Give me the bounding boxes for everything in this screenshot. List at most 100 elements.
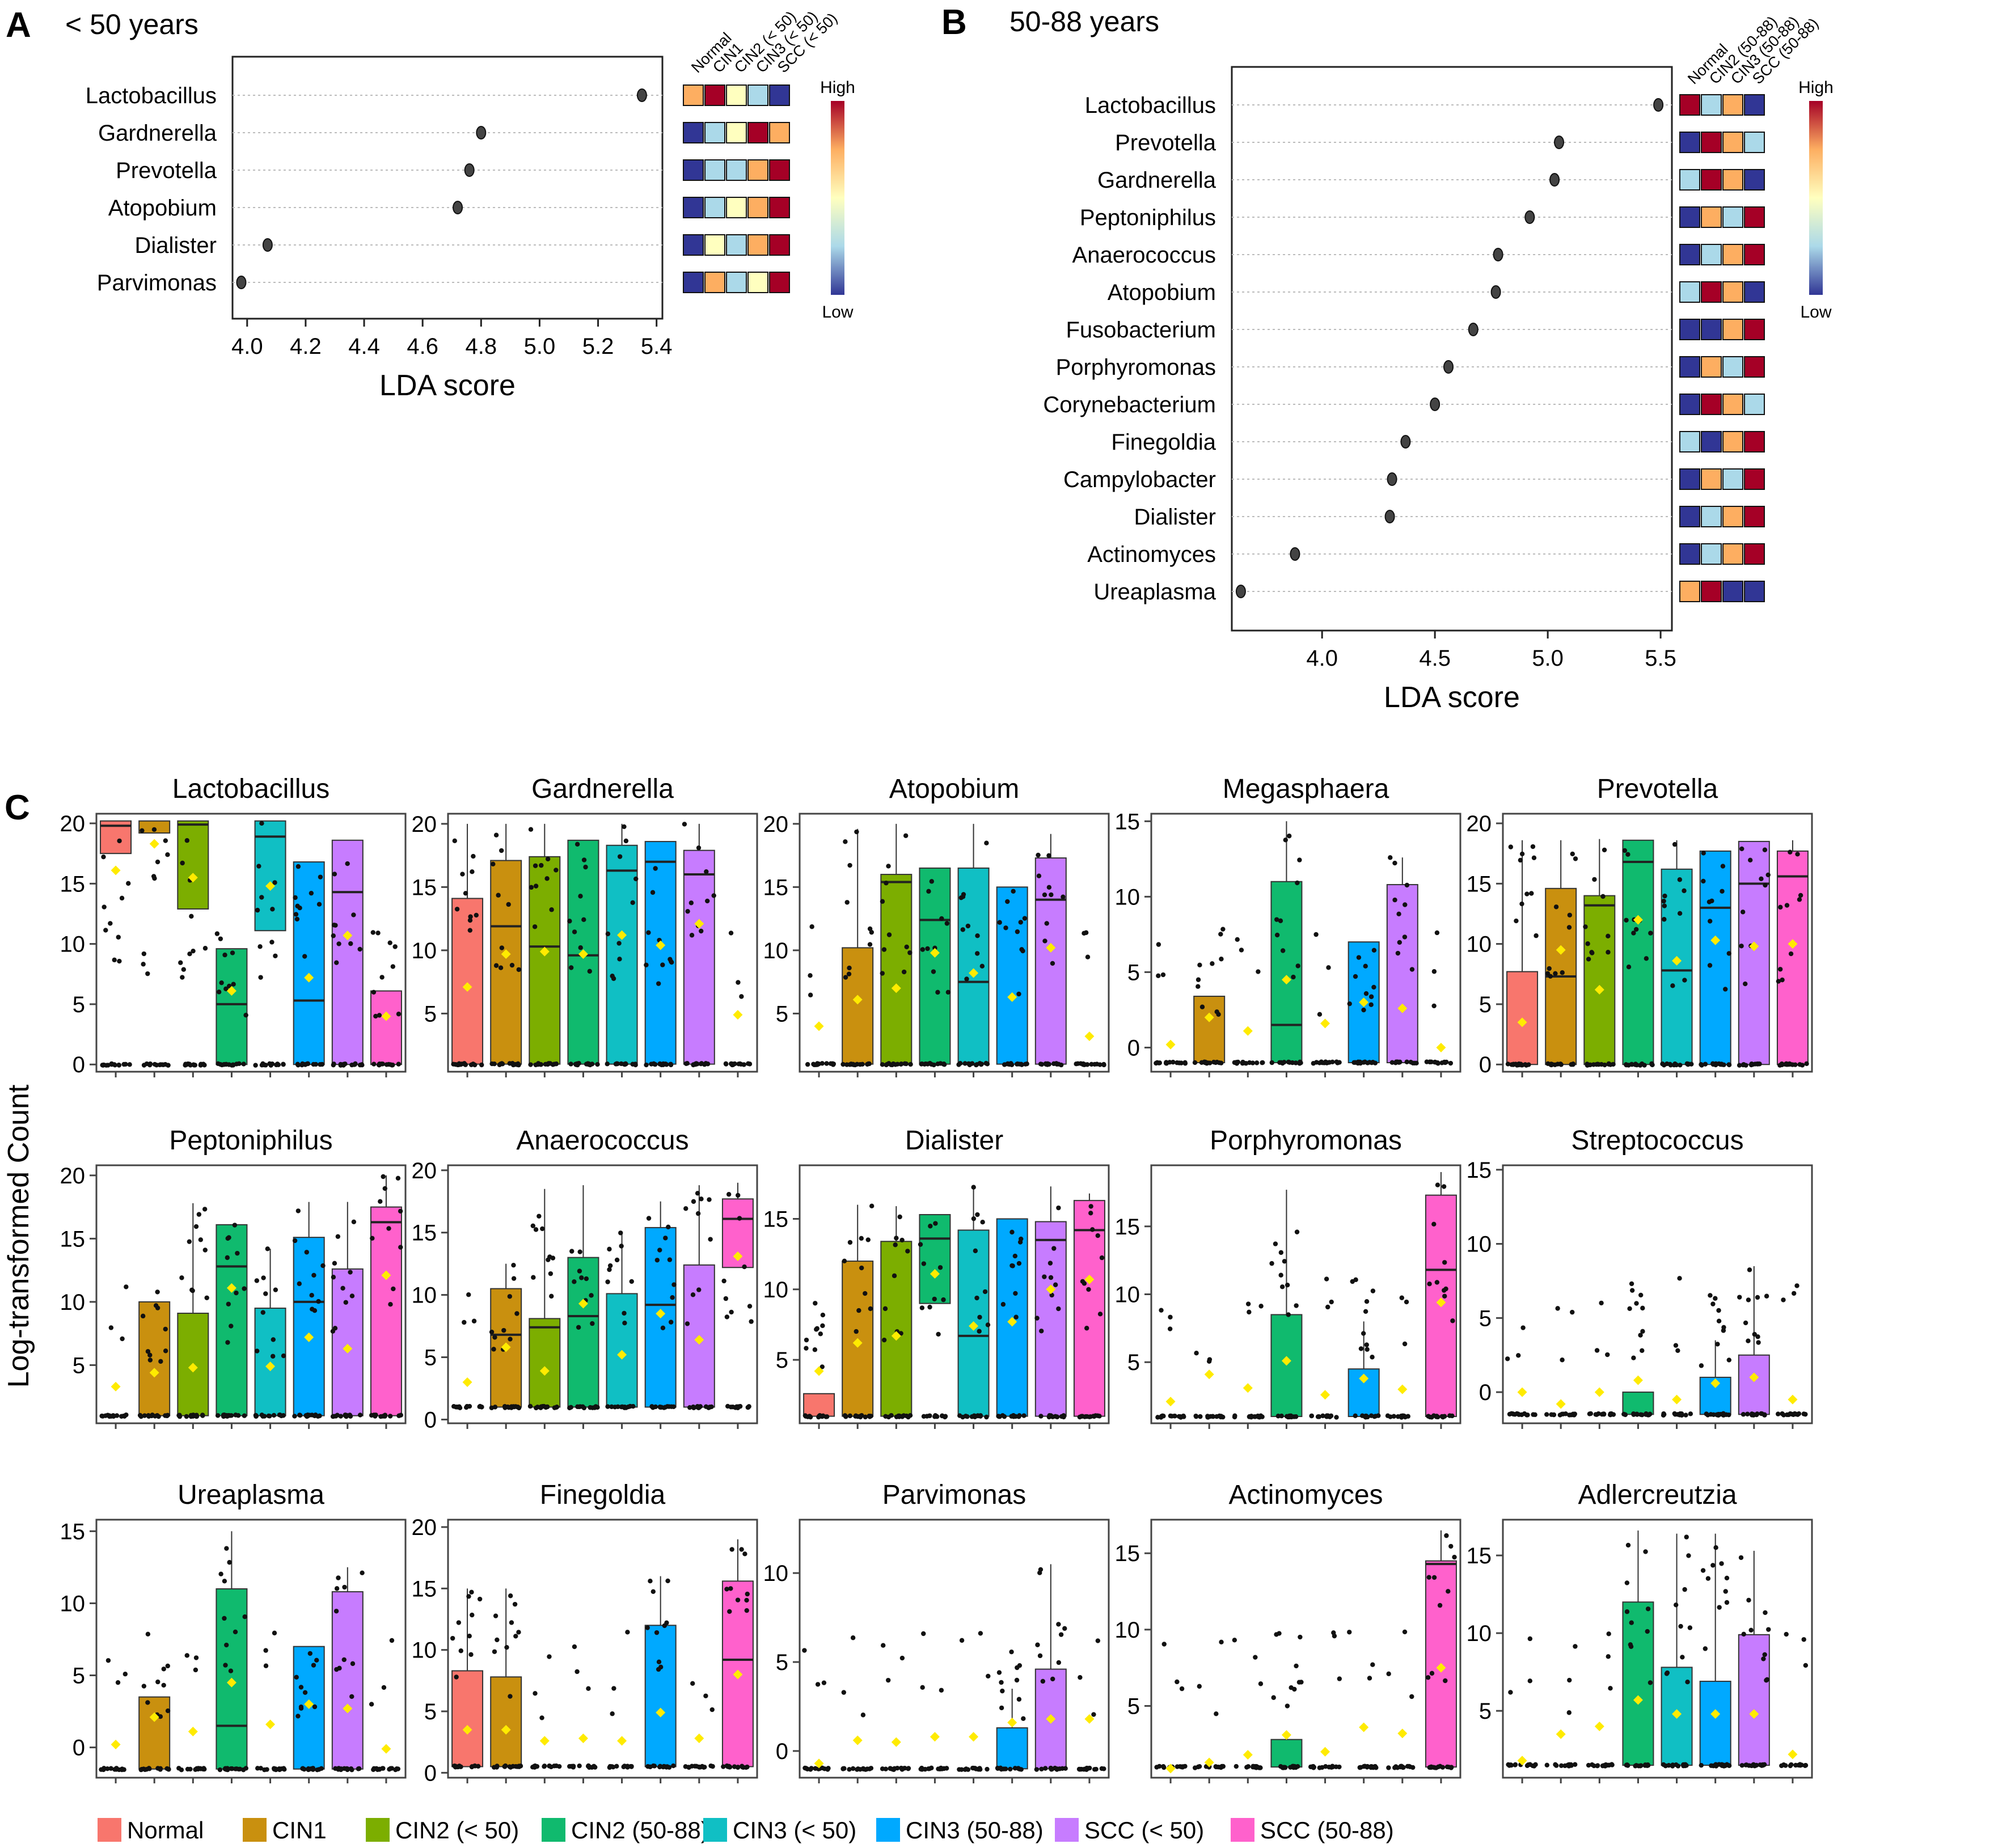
data-point xyxy=(1313,932,1319,937)
data-point xyxy=(302,1690,308,1695)
heatmap-cell xyxy=(1679,394,1700,415)
data-point xyxy=(1019,1062,1024,1067)
data-point xyxy=(331,933,336,938)
data-point xyxy=(1077,1767,1082,1772)
data-point xyxy=(458,1648,463,1654)
data-point xyxy=(1395,950,1401,956)
data-point xyxy=(539,1715,544,1720)
data-point xyxy=(262,1767,267,1773)
data-point xyxy=(610,974,615,979)
data-point xyxy=(533,1227,539,1232)
data-point xyxy=(489,1329,495,1335)
data-point xyxy=(1431,1765,1436,1770)
data-point xyxy=(1717,1605,1722,1610)
data-point xyxy=(977,1329,982,1334)
data-point xyxy=(533,883,539,889)
data-point xyxy=(1175,1060,1180,1065)
data-point xyxy=(1042,892,1047,898)
data-point xyxy=(1600,894,1606,899)
heatmap-cell xyxy=(747,197,768,218)
data-point xyxy=(1091,1712,1096,1717)
data-point xyxy=(471,853,476,859)
data-point xyxy=(1329,1299,1334,1305)
data-point xyxy=(619,1061,624,1067)
y-tick-label: 15 xyxy=(1467,1158,1492,1183)
data-point xyxy=(663,1062,668,1067)
data-point xyxy=(1196,977,1201,982)
data-point xyxy=(1198,1414,1203,1419)
data-point xyxy=(975,1212,980,1217)
data-point xyxy=(1592,877,1597,882)
taxon-label: Lactobacillus xyxy=(1085,93,1216,118)
data-point xyxy=(304,1250,310,1255)
data-point xyxy=(1175,1679,1180,1685)
mean-marker xyxy=(1436,1663,1446,1673)
data-point xyxy=(119,1767,125,1773)
data-point xyxy=(1442,1260,1447,1265)
data-point xyxy=(260,1310,265,1315)
data-point xyxy=(529,885,534,890)
data-point xyxy=(1665,1670,1670,1676)
data-point xyxy=(1642,1063,1647,1068)
data-point xyxy=(1648,1680,1653,1685)
lda-point xyxy=(464,163,475,177)
data-point xyxy=(1269,1060,1274,1065)
heatmap-cell xyxy=(1722,468,1743,490)
data-point xyxy=(645,1625,650,1630)
data-point xyxy=(1448,1543,1454,1549)
mean-marker xyxy=(930,1732,940,1742)
data-point xyxy=(847,1413,853,1419)
mean-marker xyxy=(1165,1039,1176,1050)
legend-swatch xyxy=(703,1818,727,1842)
data-point xyxy=(554,868,559,873)
data-point xyxy=(1297,1059,1303,1065)
data-point xyxy=(293,895,298,900)
data-point xyxy=(931,969,936,974)
data-point xyxy=(622,1310,627,1316)
data-point xyxy=(512,1404,517,1410)
data-point xyxy=(1444,1533,1449,1538)
data-point xyxy=(1567,1677,1572,1683)
data-point xyxy=(1555,1306,1560,1311)
lda-point xyxy=(1549,173,1560,187)
data-point xyxy=(1720,864,1726,869)
data-point xyxy=(223,1766,228,1771)
boxplot-title: Atopobium xyxy=(889,774,1019,804)
data-point xyxy=(840,1062,846,1067)
data-point xyxy=(703,1061,708,1066)
data-point xyxy=(867,942,873,947)
heatmap-cell xyxy=(1744,206,1765,228)
y-tick-label: 10 xyxy=(60,1591,86,1616)
data-point xyxy=(607,1765,612,1770)
legend-swatch xyxy=(1231,1818,1254,1842)
heatmap-cell xyxy=(1701,468,1722,490)
data-point xyxy=(1716,1318,1722,1323)
data-point xyxy=(1239,948,1244,953)
data-point xyxy=(309,1293,314,1298)
data-point xyxy=(847,862,852,868)
data-point xyxy=(1544,1762,1549,1767)
data-point xyxy=(474,912,479,918)
data-point xyxy=(1320,1413,1325,1419)
data-point xyxy=(371,1062,377,1067)
data-point xyxy=(899,1414,905,1419)
lda-point xyxy=(1524,210,1535,224)
data-point xyxy=(707,1197,712,1202)
heatmap-cell xyxy=(1722,431,1743,453)
data-point xyxy=(1040,1678,1046,1684)
data-point xyxy=(1156,942,1161,947)
data-point xyxy=(1235,1059,1241,1065)
data-point xyxy=(229,1766,235,1771)
data-point xyxy=(104,1063,109,1068)
data-point xyxy=(1039,1766,1044,1772)
data-point xyxy=(721,1764,726,1769)
data-point xyxy=(387,1414,393,1419)
box xyxy=(1622,1392,1654,1415)
data-point xyxy=(1591,1062,1596,1067)
data-point xyxy=(554,1405,559,1410)
data-point xyxy=(726,1764,732,1769)
data-point xyxy=(242,1413,247,1418)
color-scale-high-label: High xyxy=(820,78,855,97)
data-point xyxy=(333,1609,339,1614)
mean-marker xyxy=(1517,1387,1527,1397)
